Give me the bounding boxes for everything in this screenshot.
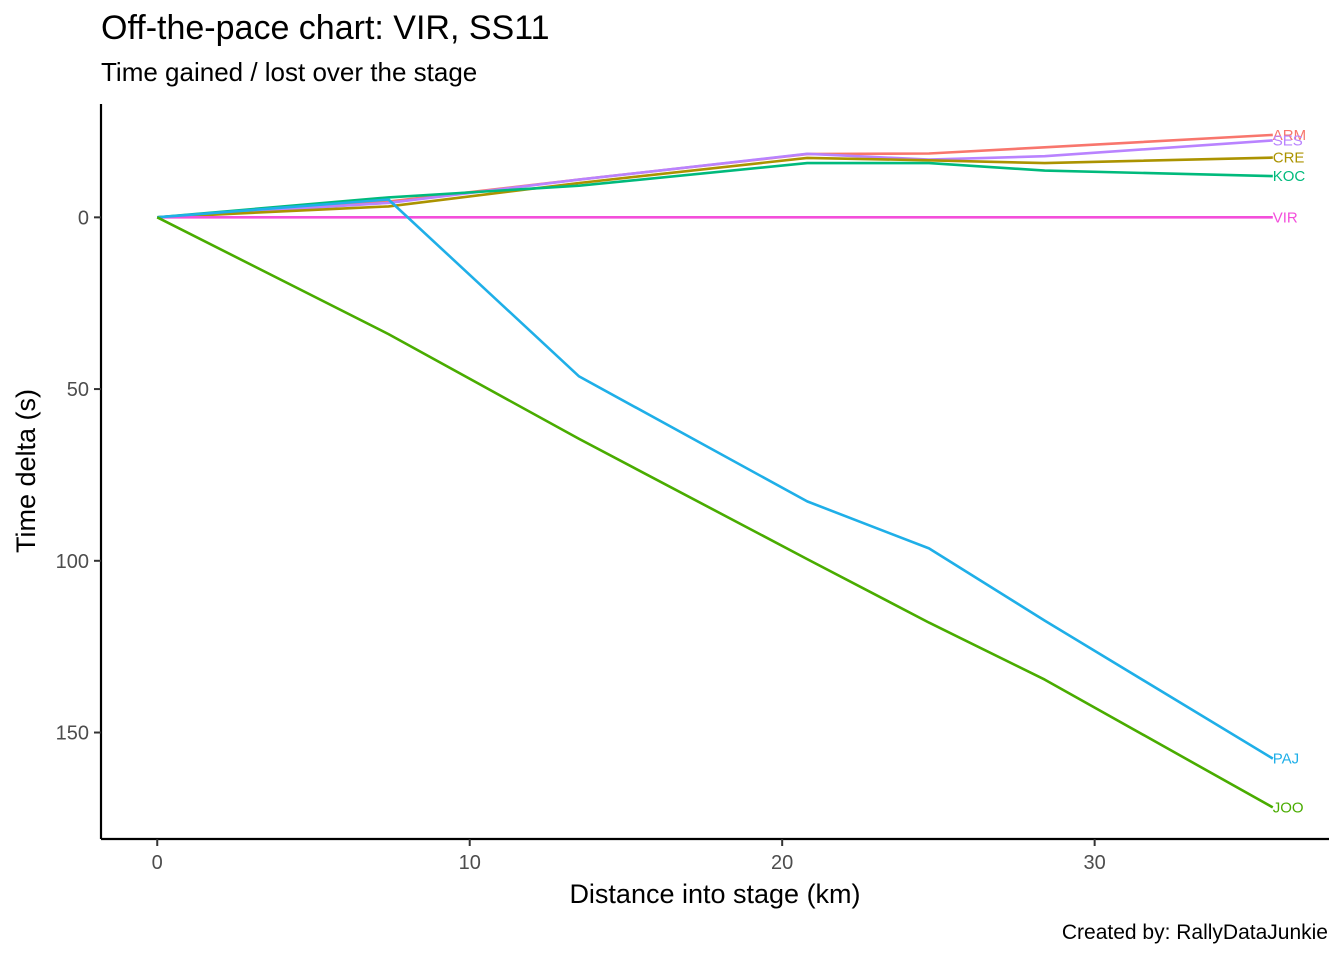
x-tick-label: 10 <box>459 852 481 874</box>
x-tick-label: 0 <box>152 852 163 874</box>
chart-series <box>156 133 1274 809</box>
x-tick-label: 20 <box>771 852 793 874</box>
x-axis-title: Distance into stage (km) <box>569 879 860 909</box>
series-line-paj <box>157 198 1274 760</box>
series-label-joo: JOO <box>1273 799 1304 816</box>
chart-caption: Created by: RallyDataJunkie <box>1061 921 1328 944</box>
y-axis-title: Time delta (s) <box>11 389 41 553</box>
x-tick-label: 30 <box>1084 852 1106 874</box>
series-label-ses: SES <box>1273 132 1303 149</box>
chart-subtitle: Time gained / lost over the stage <box>101 57 478 87</box>
chart-title: Off-the-pace chart: VIR, SS11 <box>101 9 550 47</box>
series-label-koc: KOC <box>1273 168 1306 185</box>
series-label-paj: PAJ <box>1273 751 1299 768</box>
y-tick-label: 0 <box>78 207 89 229</box>
series-line-ses <box>157 139 1273 219</box>
y-tick-label: 100 <box>56 551 89 573</box>
chart-axes: 0 10 20 30 0 50 100 150 <box>56 104 1329 874</box>
y-tick-label: 50 <box>67 379 89 401</box>
series-label-vir: VIR <box>1273 209 1298 226</box>
y-tick-label: 150 <box>56 723 89 745</box>
series-line-cre <box>157 156 1273 219</box>
series-label-cre: CRE <box>1273 150 1305 167</box>
series-label-arm: ARM <box>1273 127 1306 144</box>
series-line-joo <box>156 216 1274 809</box>
series-line-koc <box>157 161 1273 219</box>
